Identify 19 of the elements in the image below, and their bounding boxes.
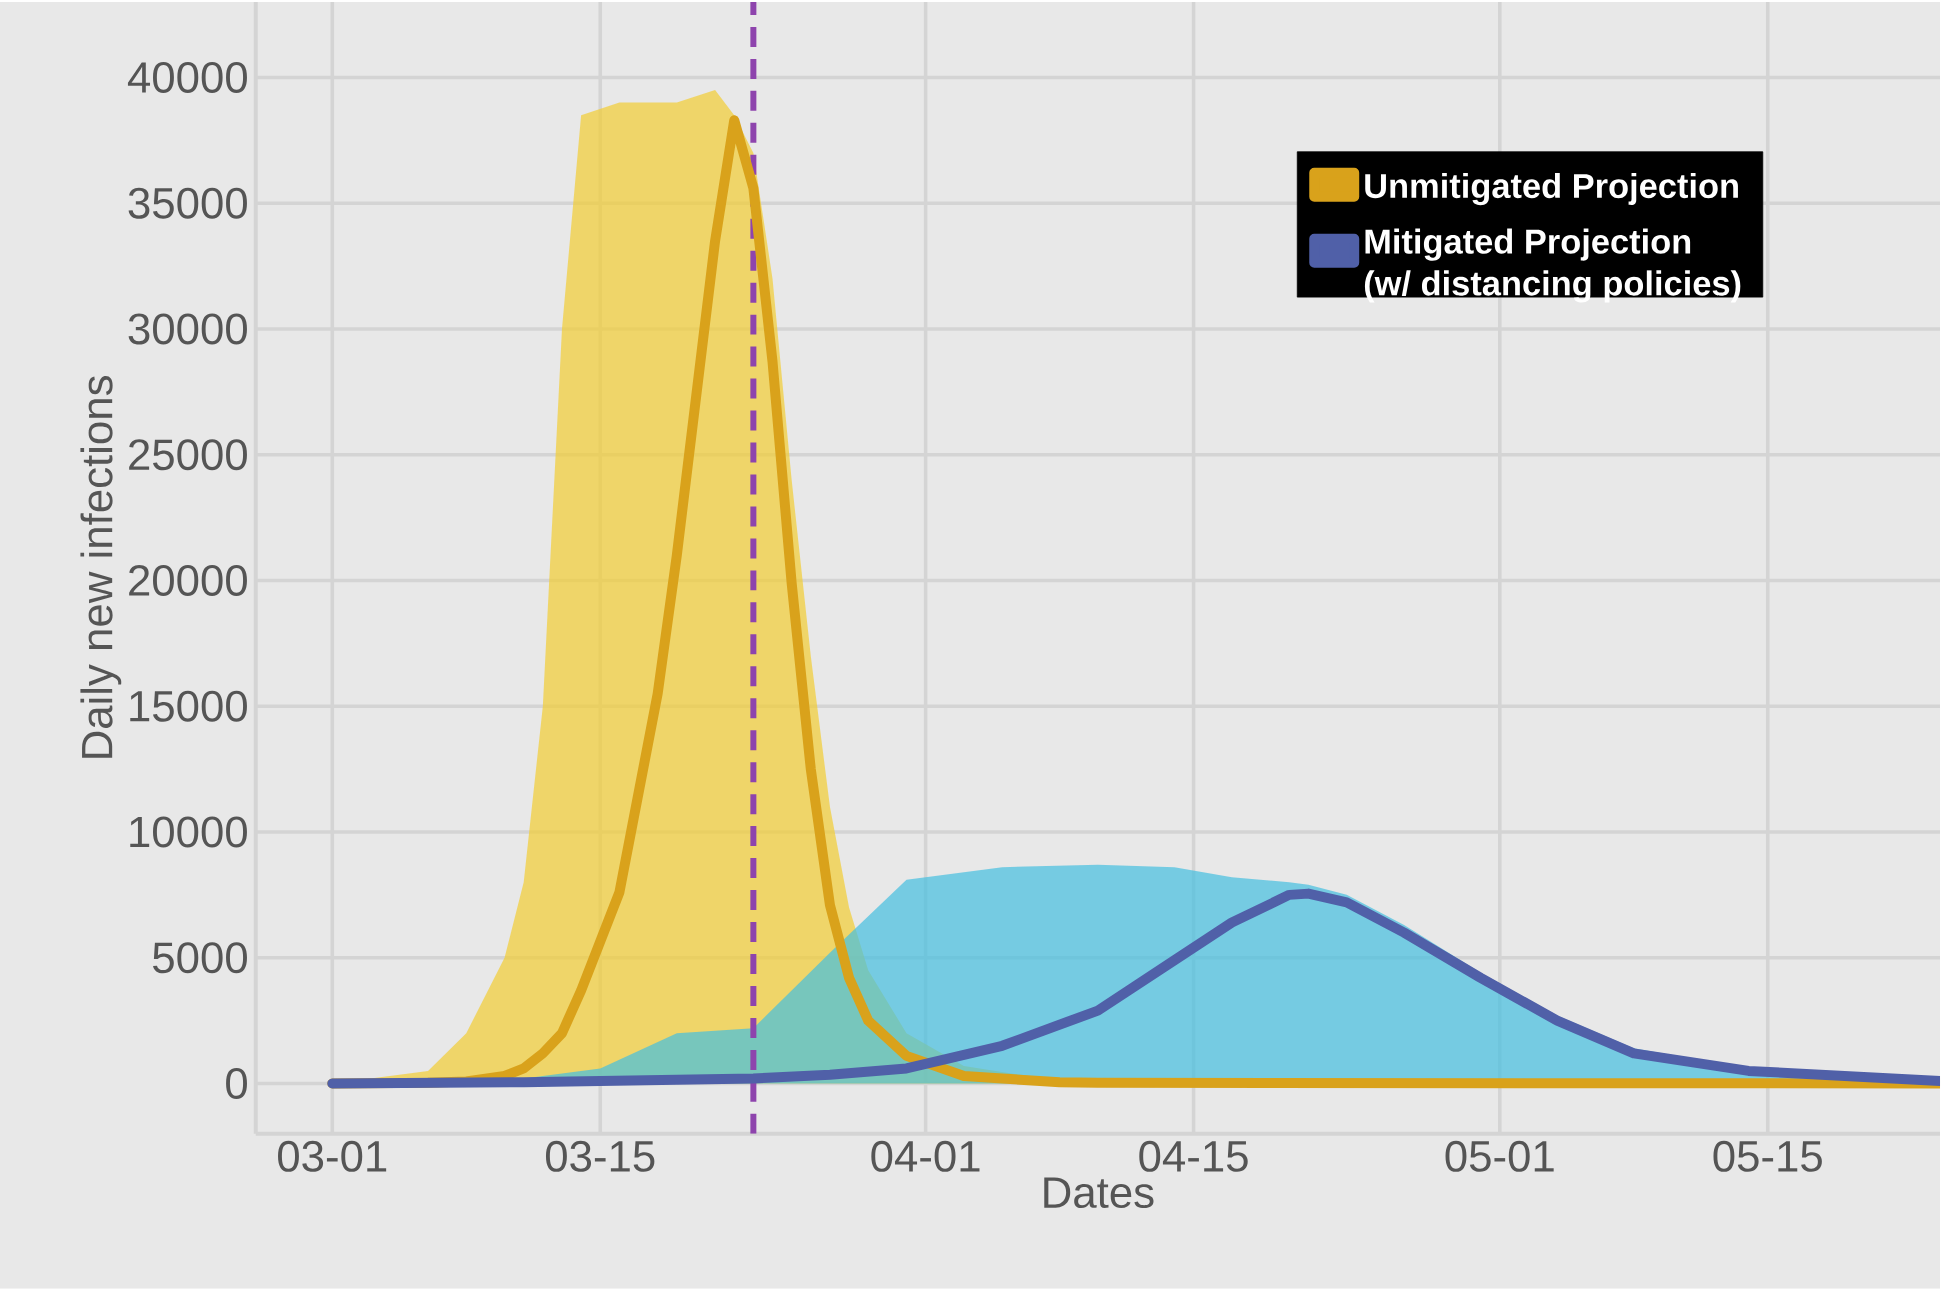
x-tick-label: 04-15 <box>1139 1141 1248 1173</box>
y-tick-label: 5000 <box>153 942 247 974</box>
y-tick-label: 20000 <box>129 565 247 597</box>
legend-label: Unmitigated Projection <box>1365 173 1738 206</box>
y-tick-label: 30000 <box>128 313 247 345</box>
x-axis-title: Dates <box>1044 1177 1154 1209</box>
y-tick-label: 0 <box>226 1068 247 1100</box>
y-axis-title: Daily new infections <box>80 376 122 758</box>
x-tick-label: 05-01 <box>1445 1141 1554 1173</box>
y-tick-label: 15000 <box>130 690 247 722</box>
x-tick-label: 04-01 <box>871 1141 980 1173</box>
y-tick-label: 25000 <box>129 439 247 471</box>
x-tick-label: 03-15 <box>545 1141 655 1173</box>
x-tick-label: 05-15 <box>1713 1141 1822 1173</box>
y-tick-label: 10000 <box>130 816 247 848</box>
x-tick-label: 03-01 <box>278 1141 387 1173</box>
legend-label: Mitigated Projection (w/ distancing policies) <box>1364 228 1741 303</box>
y-tick-label: 40000 <box>127 62 247 94</box>
y-tick-label: 35000 <box>128 187 247 219</box>
